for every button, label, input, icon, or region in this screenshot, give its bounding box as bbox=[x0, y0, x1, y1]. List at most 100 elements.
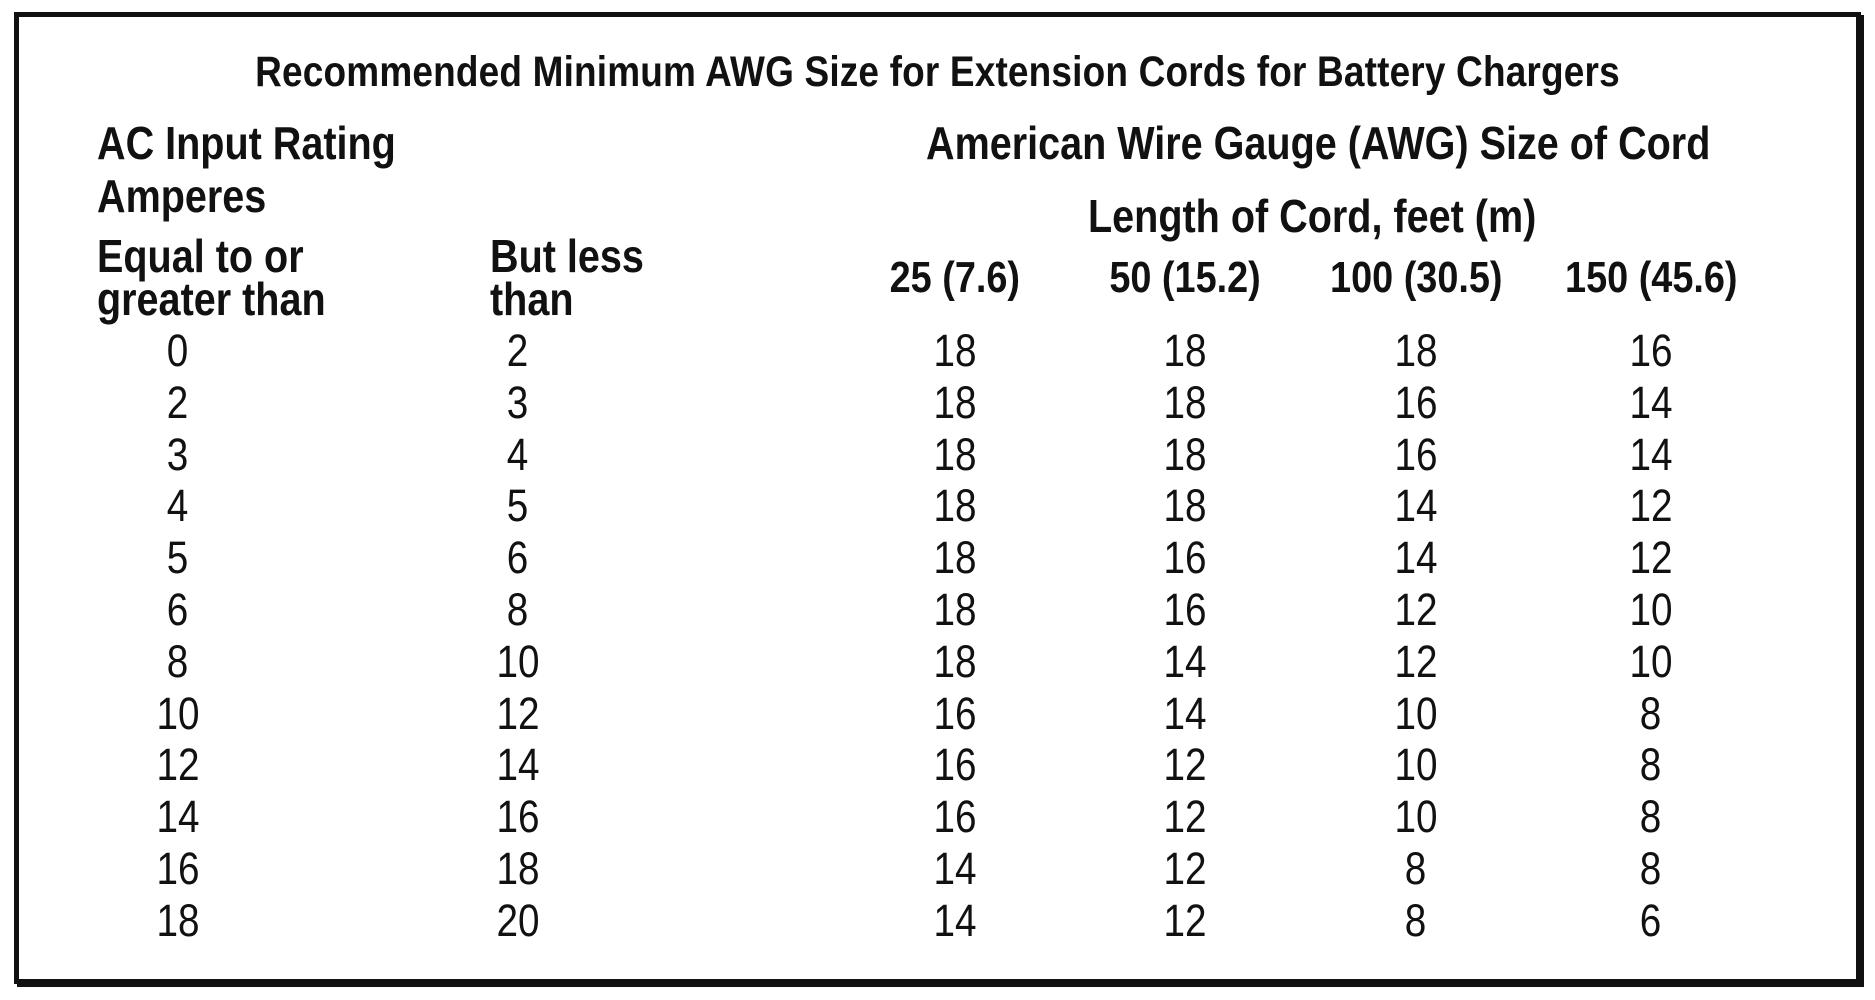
max-amperes-cell: 18 bbox=[496, 842, 540, 894]
min-amperes-cell: 2 bbox=[167, 376, 189, 428]
awg-50ft-cell: 18 bbox=[1163, 376, 1207, 428]
max-amperes-cell: 10 bbox=[496, 635, 540, 687]
max-amperes-cell: 5 bbox=[507, 480, 529, 532]
min-amperes-cell: 18 bbox=[156, 894, 200, 946]
max-amperes-cell: 16 bbox=[496, 791, 540, 843]
max-amperes-cell: 6 bbox=[507, 532, 529, 584]
awg-100ft-cell: 16 bbox=[1394, 428, 1438, 480]
length-column-label: 25 (7.6) bbox=[889, 253, 1021, 302]
table-row: 18 20 14 12 8 6 bbox=[0, 894, 1875, 948]
awg-50ft-cell: 18 bbox=[1163, 480, 1207, 532]
awg-150ft-cell: 8 bbox=[1640, 791, 1662, 843]
awg-50ft-cell: 16 bbox=[1163, 532, 1207, 584]
table-row: 12 14 16 12 10 8 bbox=[0, 740, 1875, 792]
table-title: Recommended Minimum AWG Size for Extensi… bbox=[255, 48, 1620, 96]
awg-50ft-cell: 16 bbox=[1163, 583, 1207, 635]
length-column-label: 100 (30.5) bbox=[1329, 253, 1503, 302]
length-column-25ft: 25 (7.6) bbox=[825, 256, 1085, 300]
max-amperes-cell: 20 bbox=[496, 894, 540, 946]
awg-150ft-cell: 8 bbox=[1640, 842, 1662, 894]
awg-50ft-cell: 12 bbox=[1163, 739, 1207, 791]
awg-100ft-cell: 12 bbox=[1394, 635, 1438, 687]
awg-150ft-cell: 14 bbox=[1629, 376, 1673, 428]
awg-100ft-cell: 18 bbox=[1394, 325, 1438, 376]
awg-25ft-cell: 18 bbox=[933, 325, 977, 376]
awg-100ft-cell: 16 bbox=[1394, 376, 1438, 428]
equal-or-greater-header-line1: Equal to or bbox=[97, 230, 304, 282]
table-row: 5 6 18 16 14 12 bbox=[0, 533, 1875, 585]
max-amperes-cell: 12 bbox=[496, 687, 540, 739]
max-amperes-cell: 2 bbox=[507, 325, 529, 376]
length-column-100ft: 100 (30.5) bbox=[1286, 256, 1546, 300]
min-amperes-cell: 10 bbox=[156, 687, 200, 739]
length-column-50ft: 50 (15.2) bbox=[1055, 256, 1315, 300]
awg-25ft-cell: 14 bbox=[933, 894, 977, 946]
table-row: 0 2 18 18 18 16 bbox=[0, 326, 1875, 378]
table-row: 14 16 16 12 10 8 bbox=[0, 792, 1875, 844]
table-row: 4 5 18 18 14 12 bbox=[0, 481, 1875, 533]
awg-100ft-cell: 10 bbox=[1394, 791, 1438, 843]
max-amperes-cell: 14 bbox=[496, 739, 540, 791]
awg-100ft-cell: 10 bbox=[1394, 687, 1438, 739]
table-body: 0 2 18 18 18 16 2 3 18 18 16 14 3 4 18 1… bbox=[0, 326, 1875, 948]
awg-25ft-cell: 16 bbox=[933, 739, 977, 791]
awg-100ft-cell: 12 bbox=[1394, 583, 1438, 635]
awg-50ft-cell: 12 bbox=[1163, 894, 1207, 946]
min-amperes-cell: 8 bbox=[167, 635, 189, 687]
amperes-header: Amperes bbox=[97, 170, 267, 222]
awg-50ft-cell: 18 bbox=[1163, 325, 1207, 376]
awg-150ft-cell: 12 bbox=[1629, 480, 1673, 532]
awg-25ft-cell: 18 bbox=[933, 583, 977, 635]
awg-50ft-cell: 14 bbox=[1163, 687, 1207, 739]
awg-150ft-cell: 16 bbox=[1629, 325, 1673, 376]
table-border bbox=[14, 12, 1861, 984]
awg-150ft-cell: 10 bbox=[1629, 635, 1673, 687]
awg-150ft-cell: 8 bbox=[1640, 739, 1662, 791]
awg-25ft-cell: 18 bbox=[933, 532, 977, 584]
but-less-than-header-line1: But less bbox=[490, 230, 644, 282]
awg-25ft-cell: 14 bbox=[933, 842, 977, 894]
max-amperes-cell: 4 bbox=[507, 428, 529, 480]
awg-25ft-cell: 16 bbox=[933, 687, 977, 739]
cord-length-header: Length of Cord, feet (m) bbox=[1088, 190, 1537, 242]
length-column-150ft: 150 (45.6) bbox=[1521, 256, 1781, 300]
awg-100ft-cell: 14 bbox=[1394, 532, 1438, 584]
min-amperes-cell: 16 bbox=[156, 842, 200, 894]
awg-100ft-cell: 14 bbox=[1394, 480, 1438, 532]
equal-or-greater-header-line2: greater than bbox=[97, 273, 326, 325]
awg-25ft-cell: 18 bbox=[933, 376, 977, 428]
awg-100ft-cell: 8 bbox=[1405, 894, 1427, 946]
awg-25ft-cell: 18 bbox=[933, 428, 977, 480]
awg-150ft-cell: 6 bbox=[1640, 894, 1662, 946]
min-amperes-cell: 5 bbox=[167, 532, 189, 584]
awg-25ft-cell: 16 bbox=[933, 791, 977, 843]
min-amperes-cell: 6 bbox=[167, 583, 189, 635]
awg-50ft-cell: 12 bbox=[1163, 842, 1207, 894]
awg-size-header: American Wire Gauge (AWG) Size of Cord bbox=[926, 117, 1711, 169]
min-amperes-cell: 0 bbox=[167, 325, 189, 376]
min-amperes-cell: 4 bbox=[167, 480, 189, 532]
but-less-than-header-line2: than bbox=[490, 273, 574, 325]
min-amperes-cell: 14 bbox=[156, 791, 200, 843]
awg-100ft-cell: 8 bbox=[1405, 842, 1427, 894]
awg-150ft-cell: 14 bbox=[1629, 428, 1673, 480]
awg-150ft-cell: 10 bbox=[1629, 583, 1673, 635]
table-row: 8 10 18 14 12 10 bbox=[0, 635, 1875, 689]
table-row: 6 8 18 16 12 10 bbox=[0, 583, 1875, 637]
awg-150ft-cell: 8 bbox=[1640, 687, 1662, 739]
min-amperes-cell: 12 bbox=[156, 739, 200, 791]
awg-25ft-cell: 18 bbox=[933, 635, 977, 687]
awg-150ft-cell: 12 bbox=[1629, 532, 1673, 584]
length-column-label: 150 (45.6) bbox=[1564, 253, 1738, 302]
table-row: 10 12 16 14 10 8 bbox=[0, 687, 1875, 741]
awg-100ft-cell: 10 bbox=[1394, 739, 1438, 791]
min-amperes-cell: 3 bbox=[167, 428, 189, 480]
awg-50ft-cell: 14 bbox=[1163, 635, 1207, 687]
table-row: 2 3 18 18 16 14 bbox=[0, 376, 1875, 430]
awg-50ft-cell: 12 bbox=[1163, 791, 1207, 843]
table-row: 16 18 14 12 8 8 bbox=[0, 842, 1875, 896]
max-amperes-cell: 8 bbox=[507, 583, 529, 635]
length-column-label: 50 (15.2) bbox=[1109, 253, 1261, 302]
awg-50ft-cell: 18 bbox=[1163, 428, 1207, 480]
awg-25ft-cell: 18 bbox=[933, 480, 977, 532]
